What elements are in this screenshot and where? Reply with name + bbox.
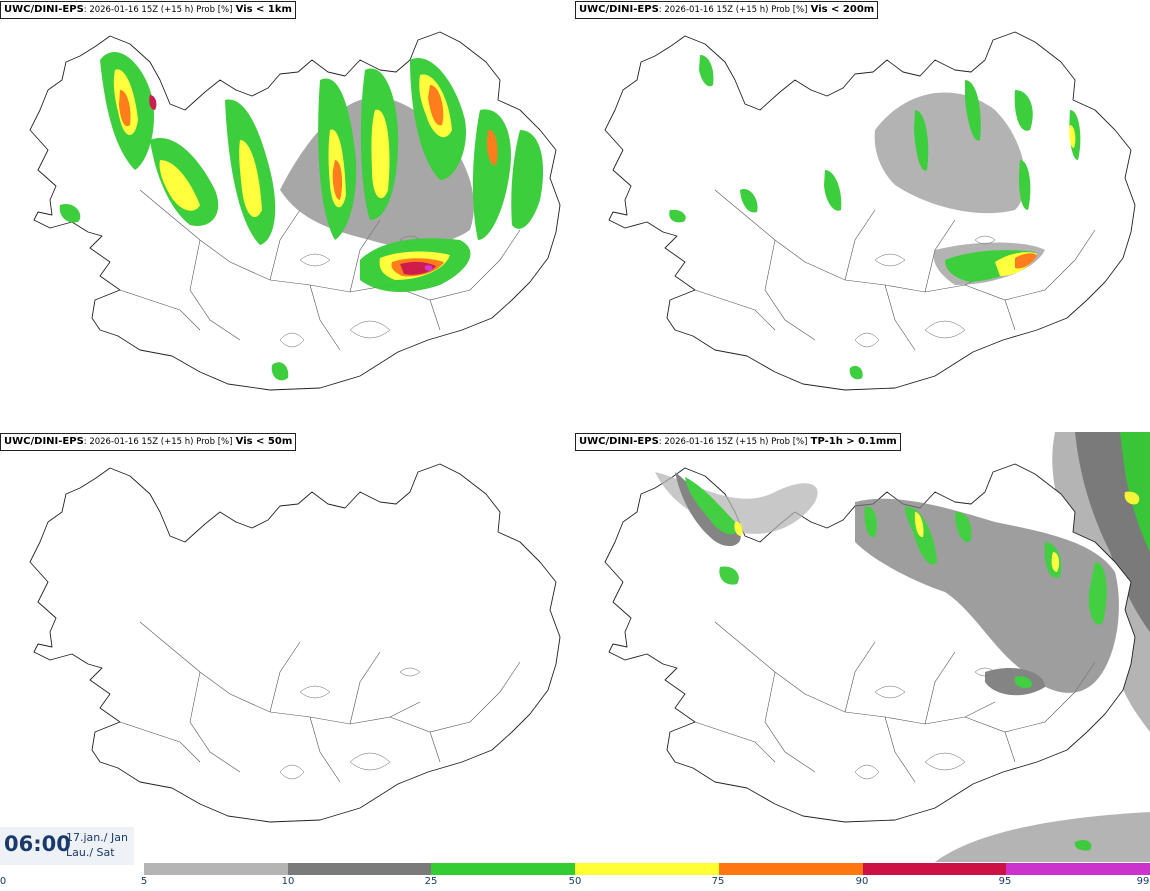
legend-swatch	[287, 863, 432, 875]
legend-tick-label: 0	[0, 876, 7, 887]
probability-map	[29, 31, 561, 391]
valid-time: 06:00	[4, 832, 71, 856]
panel-title: UWC/DINI-EPS: 2026-01-16 15Z (+15 h) Pro…	[575, 1, 879, 19]
probability-legend	[144, 863, 1150, 875]
legend-tick-label: 75	[711, 876, 725, 887]
valid-time-box: 06:00 17.jan./ Jan Lau./ Sat	[0, 827, 134, 865]
probability-map	[604, 31, 1136, 391]
legend-tick-label: 99	[1136, 876, 1150, 887]
legend-swatch	[1006, 863, 1150, 875]
probability-map	[575, 432, 1150, 862]
panel-title: UWC/DINI-EPS: 2026-01-16 15Z (+15 h) Pro…	[0, 433, 297, 451]
legend-swatch	[575, 863, 719, 875]
legend-swatch	[718, 863, 863, 875]
legend-tick-label: 5	[140, 876, 148, 887]
map-panel-vis-200m: UWC/DINI-EPS: 2026-01-16 15Z (+15 h) Pro…	[575, 0, 1150, 430]
legend-swatch	[862, 863, 1007, 875]
legend-tick-label: 90	[855, 876, 869, 887]
legend-swatch	[431, 863, 576, 875]
legend-tick-label: 50	[568, 876, 582, 887]
legend-tick-label: 10	[281, 876, 295, 887]
map-panel-vis-50m: UWC/DINI-EPS: 2026-01-16 15Z (+15 h) Pro…	[0, 432, 575, 862]
legend-tick-label: 25	[424, 876, 438, 887]
valid-date: 17.jan./ Jan Lau./ Sat	[66, 831, 128, 859]
legend-swatch	[144, 863, 288, 875]
legend-ticks: 0 5 10 25 50 75 90 95 99	[0, 876, 1150, 890]
panel-title: UWC/DINI-EPS: 2026-01-16 15Z (+15 h) Pro…	[575, 433, 901, 451]
panel-title: UWC/DINI-EPS: 2026-01-16 15Z (+15 h) Pro…	[0, 1, 296, 19]
map-panel-tp-1h: UWC/DINI-EPS: 2026-01-16 15Z (+15 h) Pro…	[575, 432, 1150, 862]
map-panel-vis-1km: UWC/DINI-EPS: 2026-01-16 15Z (+15 h) Pro…	[0, 0, 575, 430]
legend-tick-label: 95	[998, 876, 1012, 887]
probability-map	[29, 463, 561, 823]
